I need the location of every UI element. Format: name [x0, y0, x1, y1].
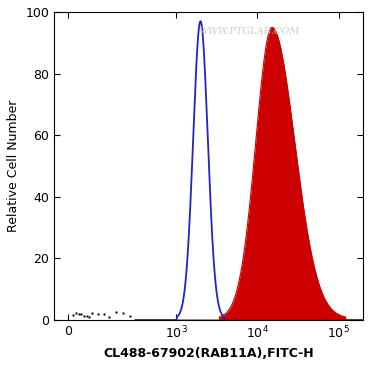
Y-axis label: Relative Cell Number: Relative Cell Number	[7, 100, 20, 232]
X-axis label: CL488-67902(RAB11A),FITC-H: CL488-67902(RAB11A),FITC-H	[103, 347, 314, 360]
Text: WWW.PTGLAB.COM: WWW.PTGLAB.COM	[198, 28, 299, 36]
